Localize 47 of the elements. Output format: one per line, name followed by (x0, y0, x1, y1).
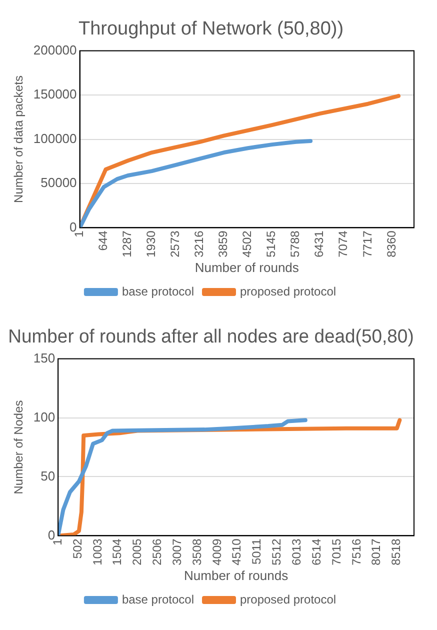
x-tick-label: 5145 (264, 230, 278, 258)
x-tick-label: 1003 (90, 538, 104, 566)
x-tick-label: 4510 (230, 538, 244, 566)
y-axis-title: Number of data packets (12, 76, 26, 203)
x-tick-label: 5011 (250, 538, 264, 565)
x-tick-label: 3216 (192, 230, 206, 258)
x-tick-label: 7074 (336, 230, 350, 258)
legend-label: base protocol (122, 592, 194, 606)
x-tick-label: 8518 (389, 538, 404, 566)
x-axis-title: Number of rounds (184, 568, 289, 583)
x-tick-label: 8360 (384, 230, 398, 258)
x-tick-label: 4502 (240, 230, 254, 258)
x-tick-label: 4009 (210, 538, 224, 566)
x-tick-label: 2506 (150, 538, 164, 566)
y-tick-label: 200000 (33, 42, 77, 58)
y-tick-label: 150 (33, 350, 56, 366)
x-tick-label: 2005 (130, 538, 144, 566)
x-tick-label: 6013 (290, 538, 304, 566)
legend-label: base protocol (122, 284, 194, 298)
chart-title: Number of rounds after all nodes are dead(50,80) (8, 325, 414, 347)
x-tick-label: 3508 (190, 538, 204, 566)
y-axis-title: Number of Nodes (12, 400, 26, 494)
x-tick-label: 7516 (349, 538, 364, 566)
x-tick-label: 3859 (216, 230, 230, 258)
chart-title: Throughput of Network (50,80)) (78, 18, 344, 40)
x-axis-title: Number of rounds (194, 260, 300, 275)
y-tick-label: 100 (33, 409, 56, 424)
x-tick-label: 1504 (110, 538, 124, 566)
x-tick-label: 5512 (270, 538, 284, 566)
y-tick-label: 150000 (33, 86, 77, 102)
x-tick-label: 6514 (309, 538, 324, 566)
x-tick-label: 644 (96, 230, 110, 251)
y-tick-label: 100000 (33, 130, 77, 146)
x-tick-label: 8017 (369, 538, 384, 566)
x-tick-label: 7717 (360, 230, 374, 258)
y-tick-label: 50 (40, 468, 56, 484)
x-tick-label: 1287 (120, 230, 134, 258)
y-tick-label: 50000 (40, 175, 77, 190)
legend-label: proposed protocol (240, 592, 336, 606)
x-tick-label: 1930 (144, 230, 158, 258)
x-tick-label: 2573 (168, 230, 182, 258)
x-tick-label: 5788 (288, 230, 302, 258)
x-tick-label: 7015 (329, 538, 344, 566)
x-tick-label: 3007 (170, 538, 184, 566)
x-tick-label: 6431 (312, 230, 326, 258)
legend-label: proposed protocol (240, 284, 336, 298)
x-tick-label: 502 (70, 538, 84, 559)
